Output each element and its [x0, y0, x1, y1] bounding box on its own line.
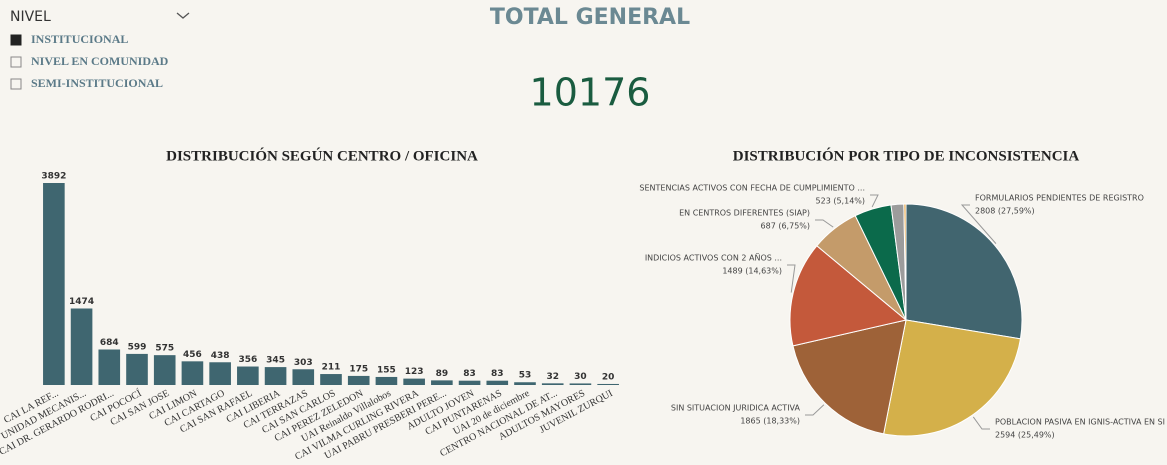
bar	[375, 376, 398, 385]
pie-chart-title: DISTRIBUCIÓN POR TIPO DE INCONSISTENCIA	[733, 147, 1080, 164]
value-label: 303	[294, 358, 313, 368]
slice-label: FORMULARIOS PENDIENTES DE REGISTRO	[975, 194, 1144, 203]
value-label: 83	[491, 369, 504, 379]
value-label: 1474	[69, 297, 94, 307]
bar	[153, 355, 176, 385]
value-label: 123	[405, 367, 424, 377]
kpi-value: 10176	[530, 71, 651, 115]
bar	[486, 380, 509, 385]
value-label: 211	[322, 363, 341, 373]
bar	[264, 367, 287, 385]
value-label: 32	[546, 372, 559, 382]
slice-label: INDICIOS ACTIVOS CON 2 AÑOS ...	[645, 253, 782, 263]
bar	[569, 383, 592, 385]
bar	[458, 380, 481, 385]
checkbox[interactable]	[10, 34, 22, 46]
slice-value-label: 2808 (27,59%)	[975, 207, 1035, 216]
value-label: 356	[238, 355, 257, 365]
slice-value-label: 687 (6,75%)	[761, 222, 810, 231]
slice-label: POBLACION PASIVA EN IGNIS-ACTIVA EN SI	[995, 418, 1165, 427]
value-label: 89	[436, 369, 449, 379]
bar	[597, 383, 619, 385]
value-label: 3892	[41, 172, 66, 182]
slice-label: SENTENCIAS ACTIVOS CON FECHA DE CUMPLIMI…	[639, 184, 865, 193]
bar	[347, 375, 370, 385]
kpi-title: TOTAL GENERAL	[490, 5, 690, 30]
pie-slice	[903, 203, 907, 321]
dropdown-chevron[interactable]	[176, 12, 190, 19]
bar	[403, 378, 425, 385]
bar	[98, 349, 121, 385]
pie-slice	[883, 319, 1022, 437]
value-label: 83	[463, 369, 476, 379]
value-label: 155	[377, 365, 396, 375]
bar	[70, 308, 93, 385]
leader-line	[960, 204, 997, 244]
pie-slice	[789, 245, 908, 347]
bar-chart-title: DISTRIBUCIÓN SEGÚN CENTRO / OFICINA	[166, 147, 478, 164]
slicer-title: NIVEL	[10, 9, 51, 25]
value-label: 30	[574, 372, 587, 382]
bar	[126, 353, 148, 385]
value-label: 575	[155, 344, 174, 354]
slicer-item[interactable]: SEMI-INSTITUCIONAL	[31, 76, 163, 90]
leader-line	[972, 416, 990, 430]
bar	[320, 374, 342, 385]
value-label: 20	[602, 372, 615, 382]
slicer-item[interactable]: NIVEL EN COMUNIDAD	[31, 54, 169, 68]
value-label: 53	[519, 371, 532, 381]
value-label: 456	[183, 350, 202, 360]
pie-slice	[792, 319, 907, 435]
slice-label: SIN SITUACION JURIDICA ACTIVA	[671, 404, 801, 413]
leader-line	[805, 404, 825, 416]
value-label: 175	[349, 364, 368, 374]
bar	[292, 369, 315, 385]
bar	[209, 362, 231, 385]
bar	[541, 383, 564, 385]
slice-value-label: 1489 (14,63%)	[722, 267, 782, 276]
bar	[43, 183, 65, 385]
slice-value-label: 523 (5,14%)	[816, 197, 865, 206]
leader-line	[815, 219, 834, 228]
slice-value-label: 2594 (25,49%)	[995, 431, 1055, 440]
bar	[431, 380, 453, 385]
bar	[181, 361, 204, 385]
leader-line	[787, 264, 796, 293]
value-label: 438	[211, 351, 230, 361]
bar	[237, 366, 259, 385]
bar	[514, 382, 536, 385]
leader-line	[870, 194, 879, 208]
slicer-item[interactable]: INSTITUCIONAL	[31, 32, 128, 46]
value-label: 684	[100, 338, 119, 348]
slice-label: EN CENTROS DIFERENTES (SIAP)	[679, 209, 810, 218]
slice-value-label: 1865 (18,33%)	[740, 417, 800, 426]
pie-slice	[905, 203, 1023, 340]
checkbox[interactable]	[10, 78, 22, 90]
value-label: 345	[266, 356, 285, 366]
value-label: 599	[128, 342, 147, 352]
checkbox[interactable]	[10, 56, 22, 68]
